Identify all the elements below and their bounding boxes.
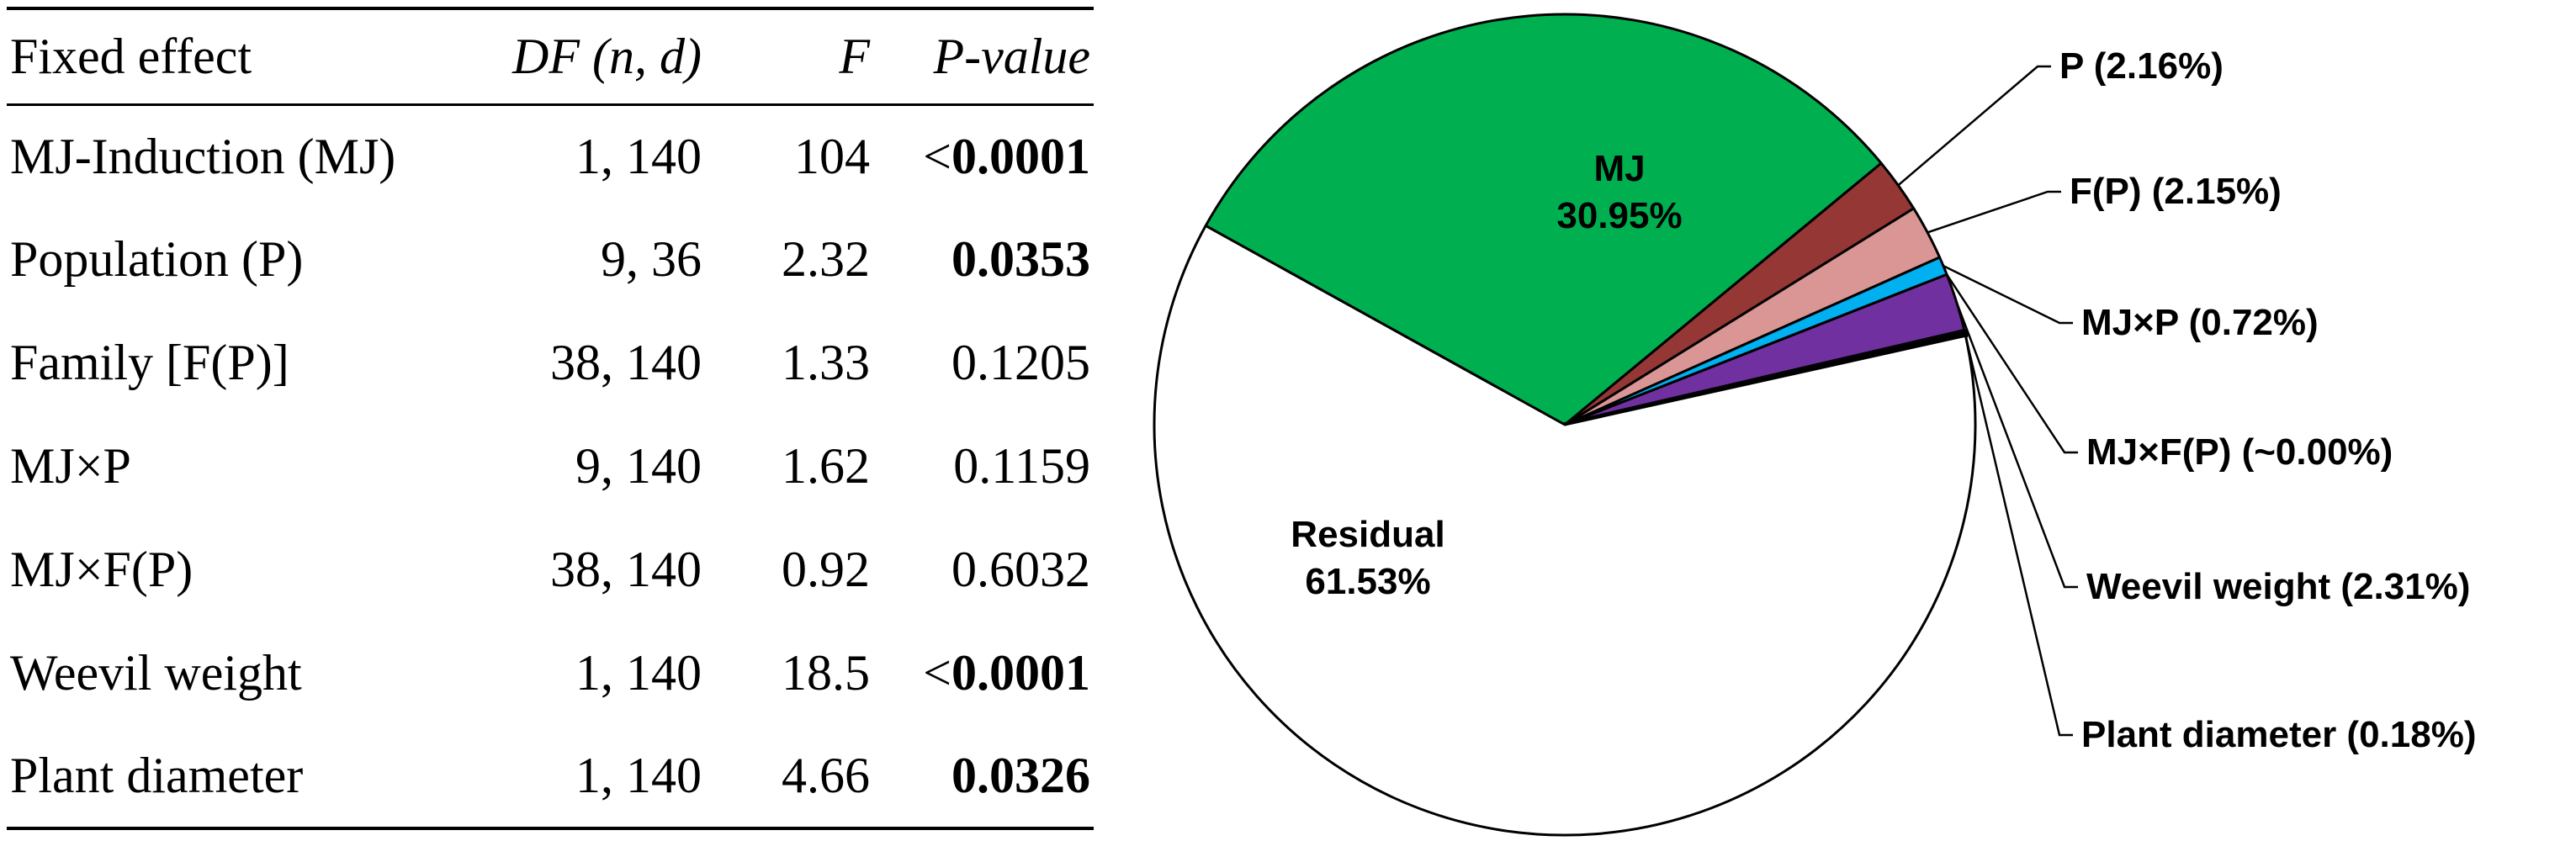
- fixed-effects-table: Fixed effect DF (n, d) F P-value MJ-Indu…: [7, 7, 1094, 830]
- header-p-value: P-value: [873, 7, 1094, 106]
- cell-df: 38, 140: [550, 542, 702, 597]
- cell-df: 9, 36: [601, 231, 702, 287]
- p-value: 0.1159: [953, 438, 1090, 494]
- table-row: MJ×F(P) 38, 140 0.92 0.6032: [7, 518, 1094, 621]
- pie-slice: [1204, 13, 1883, 426]
- cell-f: 1.33: [782, 335, 870, 390]
- slice-label: F(P) (2.15%): [2070, 171, 2282, 212]
- header-f: F: [705, 7, 873, 106]
- slice-name-label: MJ: [1593, 148, 1645, 189]
- cell-df: 1, 140: [575, 645, 702, 701]
- header-df: DF (n, d): [461, 7, 705, 106]
- cell-effect: Population (P): [10, 231, 304, 287]
- leader-line: [1946, 273, 2078, 454]
- cell-df: 1, 140: [461, 725, 705, 830]
- cell-p-value: 0.1205: [873, 311, 1094, 415]
- slice-label: Weevil weight (2.31%): [2086, 566, 2470, 607]
- p-value: 0.1205: [951, 335, 1090, 390]
- variance-pie-chart: MJ 30.95% P (2.16%) F(P) (2.15%) MJ×P (0.72%…: [1153, 13, 2477, 837]
- slice-value-label: 61.53%: [1305, 561, 1430, 602]
- cell-df: 1, 140: [575, 128, 702, 184]
- cell-f: 4.66: [705, 725, 873, 830]
- p-value: 0.0326: [951, 748, 1090, 803]
- slice-value-label: 30.95%: [1556, 195, 1682, 236]
- cell-effect: MJ-Induction (MJ): [10, 128, 396, 184]
- leader-line: [1955, 302, 2078, 589]
- cell-effect: MJ×F(P): [10, 542, 193, 597]
- pie-slices: [1153, 13, 1977, 837]
- table-row: Family [F(P)] 38, 140 1.33 0.1205: [7, 311, 1094, 415]
- table-header-row: Fixed effect DF (n, d) F P-value: [7, 7, 1094, 106]
- cell-df: 9, 140: [575, 438, 702, 494]
- pie-leader-lines: [1897, 65, 2078, 737]
- p-value-prefix: <: [923, 128, 951, 184]
- p-value-prefix: <: [923, 645, 951, 701]
- p-value: 0.6032: [951, 542, 1090, 597]
- cell-f: 104: [794, 128, 870, 184]
- table-row: MJ-Induction (MJ) 1, 140 104 <0.0001: [7, 104, 1094, 208]
- leader-line: [1927, 190, 2061, 234]
- slice-label: MJ×F(P) (~0.00%): [2086, 431, 2393, 473]
- slice-name-label: Residual: [1291, 514, 1444, 555]
- cell-df: 38, 140: [550, 335, 702, 390]
- cell-f: 0.92: [782, 542, 870, 597]
- table-row: Weevil weight 1, 140 18.5 <0.0001: [7, 621, 1094, 725]
- pie-slice: [1153, 224, 1977, 837]
- leader-line: [1897, 65, 2051, 187]
- table-row: Plant diameter 1, 140 4.66 0.0326: [7, 725, 1094, 830]
- table-body: MJ-Induction (MJ) 1, 140 104 <0.0001 Populat…: [7, 104, 1094, 830]
- table-row: MJ×P 9, 140 1.62 0.1159: [7, 415, 1094, 518]
- cell-p-value: 0.0353: [873, 208, 1094, 311]
- cell-f: 2.32: [782, 231, 870, 287]
- table-row: Population (P) 9, 36 2.32 0.0353: [7, 208, 1094, 311]
- slice-label: P (2.16%): [2059, 45, 2224, 87]
- cell-effect: Weevil weight: [10, 645, 302, 701]
- leader-line: [1943, 264, 2073, 325]
- cell-effect: Plant diameter: [7, 725, 461, 830]
- leader-line: [1964, 333, 2073, 737]
- cell-f: 1.62: [782, 438, 870, 494]
- slice-label: MJ×P (0.72%): [2081, 302, 2319, 343]
- cell-f: 18.5: [782, 645, 870, 701]
- cell-p-value: 0.6032: [873, 518, 1094, 621]
- cell-p-value: <0.0001: [873, 621, 1094, 725]
- cell-effect: MJ×P: [10, 438, 131, 494]
- cell-p-value: 0.0326: [873, 725, 1094, 830]
- p-value: 0.0353: [951, 231, 1090, 287]
- cell-p-value: 0.1159: [873, 415, 1094, 518]
- pie-labels: MJ 30.95% P (2.16%) F(P) (2.15%) MJ×P (0.72%…: [1291, 45, 2476, 755]
- p-value: 0.0001: [951, 645, 1090, 701]
- header-fixed-effect: Fixed effect: [7, 7, 461, 106]
- p-value: 0.0001: [951, 128, 1090, 184]
- slice-label: Plant diameter (0.18%): [2081, 714, 2477, 755]
- cell-p-value: <0.0001: [873, 104, 1094, 208]
- cell-effect: Family [F(P)]: [10, 335, 289, 390]
